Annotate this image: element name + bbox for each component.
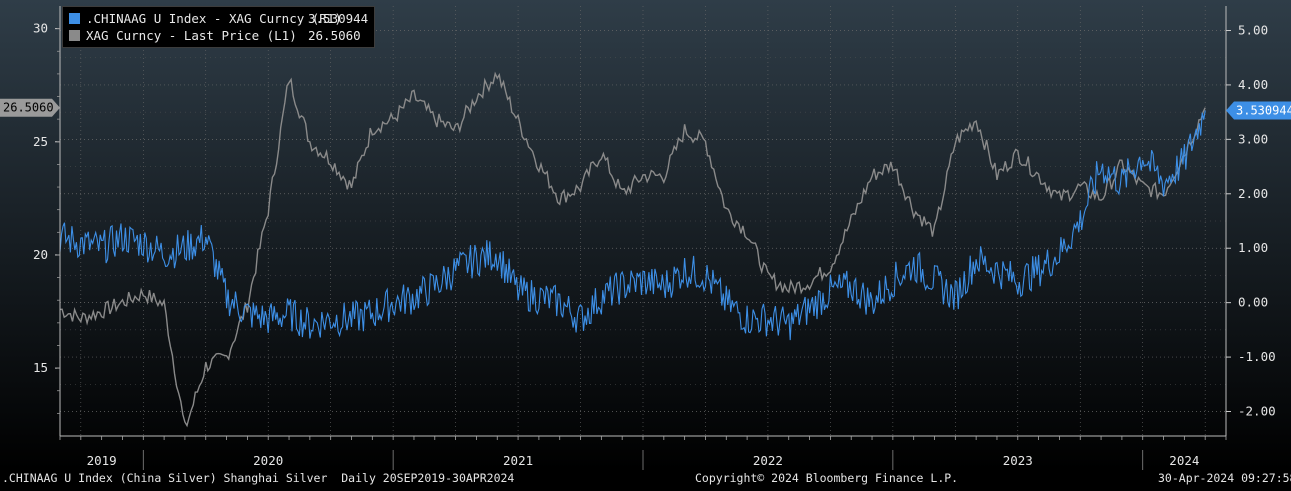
right-tick-label: -1.00 <box>1238 349 1276 364</box>
footer-copyright: Copyright© 2024 Bloomberg Finance L.P. <box>695 471 959 485</box>
right-tick-label: 2.00 <box>1238 186 1268 201</box>
left-tick-label: 30 <box>33 21 48 36</box>
legend-value-ratio: 3.530944 <box>308 11 369 26</box>
legend-swatch-silver <box>69 30 80 41</box>
year-label: 2021 <box>503 453 533 468</box>
right-tick-label: -2.00 <box>1238 404 1276 419</box>
year-label: 2020 <box>253 453 283 468</box>
plot-background <box>0 0 1291 470</box>
footer-timestamp: 30-Apr-2024 09:27:58 <box>1158 471 1291 485</box>
silver-last-value-text: 26.5060 <box>3 101 54 115</box>
year-label: 2022 <box>753 453 783 468</box>
ratio-last-value-tag <box>1226 101 1291 120</box>
legend-row-silver: XAG Curncy - Last Price (L1) 26.5060 <box>69 27 368 44</box>
legend-swatch-ratio <box>69 13 80 24</box>
gray-series-layer <box>59 71 1206 428</box>
left-tick-label: 15 <box>33 360 48 375</box>
footer-description: .CHINAAG U Index (China Silver) Shanghai… <box>2 471 515 485</box>
footer: .CHINAAG U Index (China Silver) Shanghai… <box>0 470 1291 487</box>
axis-layer: 15 20 25 30 -2.00 -1.00 0.00 1.00 2.00 3.00 4.00 5.… <box>0 6 1291 470</box>
left-tick-label: 25 <box>33 134 48 149</box>
legend-label-silver: XAG Curncy - Last Price (L1) <box>86 28 297 43</box>
legend-value-silver: 26.5060 <box>308 28 361 43</box>
right-tick-label: 5.00 <box>1238 22 1268 37</box>
silver-last-value-tag <box>0 98 60 117</box>
legend-row-ratio: .CHINAAG U Index - XAG Curncy (R1) 3.530… <box>69 10 368 27</box>
series-line-china-premium <box>59 110 1206 341</box>
legend-label-ratio: .CHINAAG U Index - XAG Curncy (R1) <box>86 11 342 26</box>
ratio-last-value-text: 3.530944 <box>1236 103 1291 117</box>
right-tick-label: 1.00 <box>1238 240 1268 255</box>
legend: .CHINAAG U Index - XAG Curncy (R1) 3.530… <box>62 6 376 48</box>
year-label: 2023 <box>1003 453 1033 468</box>
right-tick-label: 3.00 <box>1238 131 1268 146</box>
right-tick-label: 0.00 <box>1238 295 1268 310</box>
year-label: 2019 <box>87 453 117 468</box>
left-tick-label: 20 <box>33 247 48 262</box>
series-line-silver-price <box>59 71 1206 428</box>
right-tick-label: 4.00 <box>1238 77 1268 92</box>
blue-series-layer <box>59 110 1206 341</box>
year-label: 2024 <box>1169 453 1199 468</box>
